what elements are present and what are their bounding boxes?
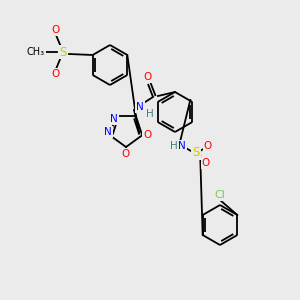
Text: O: O: [51, 69, 59, 79]
Text: N: N: [104, 127, 112, 137]
Text: S: S: [192, 146, 200, 160]
Text: Cl: Cl: [214, 190, 225, 200]
Text: S: S: [59, 46, 67, 59]
Text: O: O: [51, 25, 59, 35]
Text: O: O: [144, 72, 152, 82]
Text: CH₃: CH₃: [27, 47, 45, 57]
Text: N: N: [136, 102, 144, 112]
Text: H: H: [146, 109, 154, 119]
Text: N: N: [178, 141, 186, 151]
Text: O: O: [122, 149, 130, 159]
Text: O: O: [143, 130, 151, 140]
Text: H: H: [170, 141, 178, 151]
Text: O: O: [204, 141, 212, 151]
Text: O: O: [202, 158, 210, 168]
Text: N: N: [110, 114, 118, 124]
